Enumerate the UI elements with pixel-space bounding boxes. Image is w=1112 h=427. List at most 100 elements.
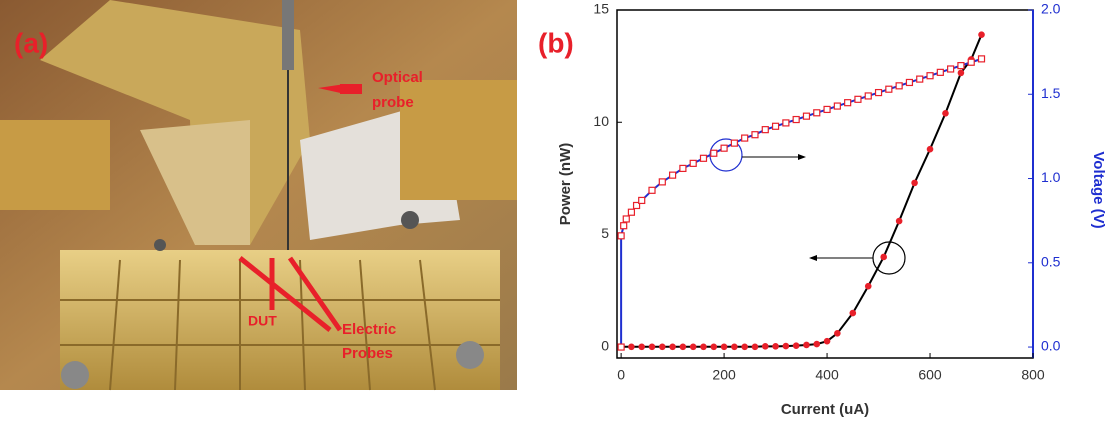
marker	[752, 343, 759, 350]
x-tick-label: 0	[617, 367, 625, 383]
marker	[824, 106, 830, 112]
marker	[680, 165, 686, 171]
x-tick-label: 400	[815, 367, 839, 383]
marker	[649, 343, 656, 350]
annotation-arrow	[809, 255, 817, 261]
marker	[639, 197, 645, 203]
marker	[783, 120, 789, 126]
marker	[741, 343, 748, 350]
marker	[855, 96, 861, 102]
marker	[865, 93, 871, 99]
marker	[752, 132, 758, 138]
marker	[958, 70, 965, 77]
marker	[979, 56, 985, 62]
marker	[948, 66, 954, 72]
marker	[628, 343, 635, 350]
y2-tick-label: 2.0	[1041, 1, 1061, 17]
marker	[762, 127, 768, 133]
marker	[618, 344, 624, 350]
marker	[793, 342, 800, 349]
marker	[721, 145, 727, 151]
marker	[958, 63, 964, 69]
marker	[896, 218, 903, 225]
x-axis-label: Current (uA)	[781, 401, 869, 418]
panel-label: (b)	[538, 27, 574, 58]
marker	[813, 341, 820, 348]
marker	[927, 146, 934, 153]
marker	[783, 343, 790, 350]
annotation: Probes	[342, 345, 393, 362]
marker	[886, 86, 892, 92]
marker	[762, 343, 769, 350]
marker	[814, 110, 820, 116]
marker	[880, 254, 887, 261]
marker	[690, 160, 696, 166]
marker	[937, 69, 943, 75]
annotation-arrow	[798, 154, 806, 160]
chart: (b) Current (uA) Power (nW) Voltage (V) …	[538, 1, 1107, 418]
marker	[911, 180, 918, 187]
marker	[845, 100, 851, 106]
marker	[721, 343, 728, 350]
marker	[638, 343, 645, 350]
x-tick-label: 600	[918, 367, 942, 383]
marker	[669, 343, 676, 350]
y2-tick-label: 1.5	[1041, 85, 1061, 101]
series-line	[621, 35, 981, 347]
marker	[968, 59, 974, 65]
marker	[618, 233, 624, 239]
marker	[700, 343, 707, 350]
annotation: probe	[372, 94, 414, 111]
marker	[649, 187, 655, 193]
marker	[917, 76, 923, 82]
y2-axis-label: Voltage (V)	[1090, 151, 1107, 228]
annotation: Optical	[372, 69, 423, 86]
y-tick-label: 15	[593, 1, 609, 17]
y-tick-label: 10	[593, 113, 609, 129]
marker	[772, 343, 779, 350]
y-tick-label: 0	[601, 337, 609, 353]
y2-tick-label: 0.5	[1041, 253, 1061, 269]
marker	[906, 79, 912, 85]
series-line	[621, 59, 981, 347]
marker	[803, 342, 810, 349]
marker	[824, 338, 831, 345]
marker	[690, 343, 697, 350]
x-tick-label: 800	[1021, 367, 1045, 383]
y-tick-label: 5	[601, 225, 609, 241]
marker	[731, 140, 737, 146]
marker	[834, 103, 840, 109]
photo	[0, 0, 517, 390]
marker	[850, 310, 857, 317]
marker	[623, 216, 629, 222]
marker	[731, 343, 738, 350]
marker	[700, 155, 706, 161]
marker	[710, 343, 717, 350]
marker	[680, 343, 687, 350]
marker	[659, 343, 666, 350]
y-axis-label: Power (nW)	[557, 143, 574, 226]
marker	[834, 330, 841, 337]
annotation: Electric	[342, 321, 396, 338]
marker	[876, 90, 882, 96]
y2-tick-label: 0.0	[1041, 338, 1061, 354]
marker	[621, 223, 627, 229]
marker	[773, 123, 779, 129]
marker	[942, 110, 949, 117]
y2-tick-label: 1.0	[1041, 169, 1061, 185]
panel-label: (a)	[14, 27, 48, 58]
marker	[742, 135, 748, 141]
marker	[711, 150, 717, 156]
marker	[896, 83, 902, 89]
marker	[628, 209, 634, 215]
marker	[927, 73, 933, 79]
marker	[978, 31, 985, 38]
marker	[659, 179, 665, 185]
x-tick-label: 200	[712, 367, 736, 383]
annotation: DUT	[248, 313, 277, 329]
marker	[793, 117, 799, 123]
marker	[803, 113, 809, 119]
marker	[670, 172, 676, 178]
figure: (a) Optical probe DUT Electric Probes (b…	[0, 0, 1112, 427]
marker	[865, 283, 872, 290]
